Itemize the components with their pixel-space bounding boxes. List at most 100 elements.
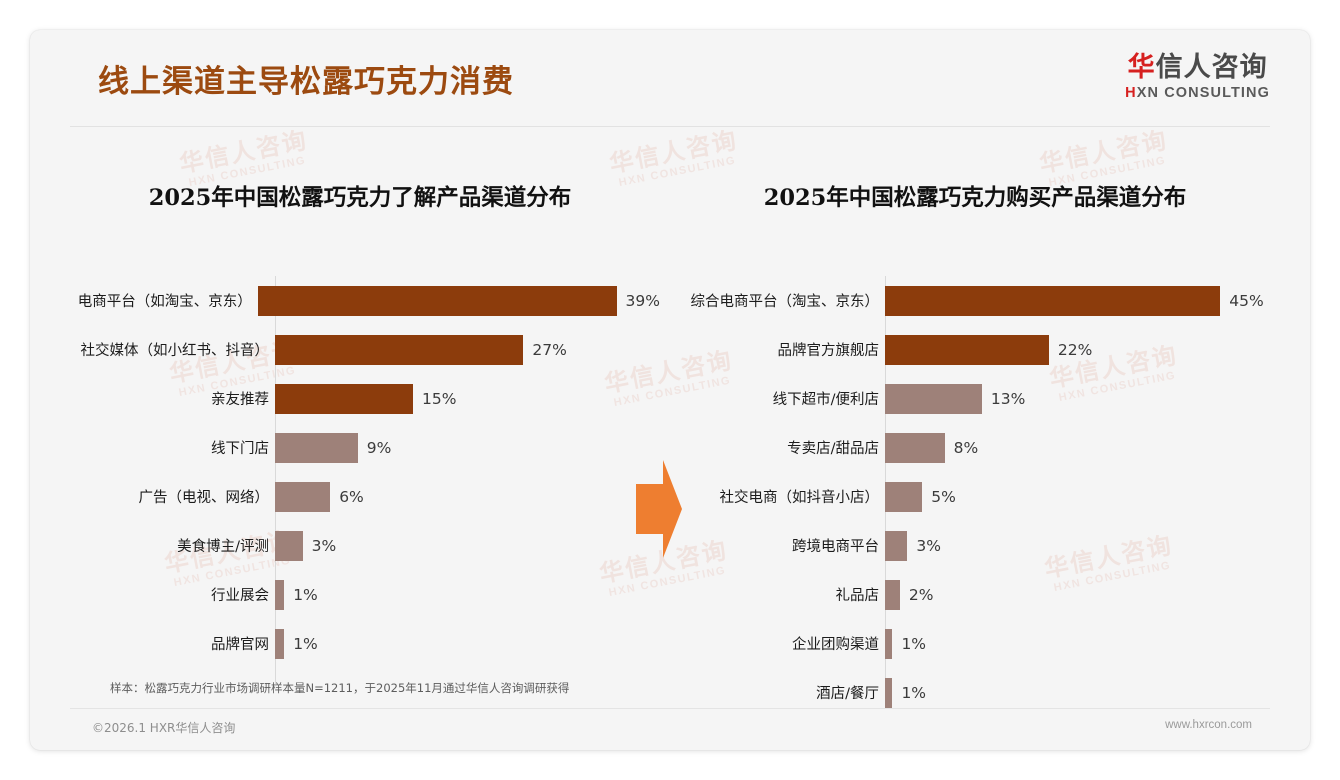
bar	[885, 383, 982, 414]
bar-value-label: 3%	[311, 536, 337, 555]
bar-category-label: 企业团购渠道	[792, 637, 879, 653]
chart-axis-line	[885, 276, 886, 686]
website-link[interactable]: www.hxrcon.com	[1165, 719, 1252, 731]
bar-value-label: 27%	[532, 340, 567, 359]
bar-value-label: 8%	[953, 438, 979, 457]
slide-header: 线上渠道主导松露巧克力消费 华信人咨询 HXN CONSULTING	[30, 30, 1310, 126]
bar-category-label: 品牌官方旗舰店	[777, 343, 880, 359]
page-title: 线上渠道主导松露巧克力消费	[98, 64, 514, 100]
bar-category-label: 线下超市/便利店	[772, 392, 879, 408]
chart-bar-row: 专卖店/甜品店 8%	[670, 423, 1280, 472]
chart-bar-row: 跨境电商平台 3%	[670, 521, 1280, 570]
charts-area: 2025年中国松露巧克力了解产品渠道分布 电商平台（如淘宝、京东） 39% 社交媒体…	[30, 126, 1310, 708]
bar-category-label: 综合电商平台（淘宝、京东）	[690, 294, 880, 310]
bar-category-label: 酒店/餐厅	[816, 686, 879, 702]
bar	[885, 285, 1221, 316]
bar-value-label: 3%	[916, 536, 941, 555]
bar-value-label: 39%	[625, 291, 660, 310]
bar-category-label: 亲友推荐	[211, 392, 269, 408]
chart-bar-row: 企业团购渠道 1%	[670, 619, 1280, 668]
chart-bar-row: 礼品店 2%	[670, 570, 1280, 619]
bar-value-label: 9%	[366, 438, 392, 457]
header-divider	[70, 126, 1270, 127]
bar-value-label: 1%	[293, 585, 318, 604]
bar-track: 8%	[885, 432, 1280, 463]
bar-value-label: 2%	[908, 585, 934, 604]
chart-bar-row: 社交媒体（如小红书、抖音） 27%	[60, 325, 660, 374]
bar-category-label: 社交电商（如抖音小店）	[719, 490, 880, 506]
bar-track: 15%	[275, 383, 660, 414]
bar-track: 3%	[885, 530, 1280, 561]
logo-en-red: H	[1125, 85, 1137, 101]
bar-track: 5%	[885, 481, 1280, 512]
bar-chart-purchase: 综合电商平台（淘宝、京东） 45% 品牌官方旗舰店 22% 线下超市/便利店 13% 专卖店…	[670, 276, 1280, 717]
orange-right-arrow-icon	[636, 460, 682, 558]
logo-en-rest: XN CONSULTING	[1136, 85, 1270, 101]
bar	[885, 628, 893, 659]
chart-bar-row: 广告（电视、网络） 6%	[60, 472, 660, 521]
bar-track: 1%	[275, 628, 660, 659]
bar-value-label: 1%	[901, 683, 927, 702]
chart-bar-row: 线下超市/便利店 13%	[670, 374, 1280, 423]
bar	[257, 285, 617, 316]
bar-track: 27%	[275, 334, 660, 365]
bar	[885, 432, 945, 463]
bar	[885, 530, 908, 561]
company-logo: 华信人咨询 HXN CONSULTING	[1125, 54, 1270, 101]
chart-bar-row: 行业展会 1%	[60, 570, 660, 619]
chart-bar-row: 亲友推荐 15%	[60, 374, 660, 423]
bar-track: 6%	[275, 481, 660, 512]
source-note: 样本：松露巧克力行业市场调研样本量N=1211，于2025年11月通过华信人咨询…	[110, 681, 570, 695]
bar-category-label: 线下门店	[211, 441, 269, 457]
bar-track: 9%	[275, 432, 660, 463]
bar-track: 39%	[257, 285, 660, 316]
logo-chinese: 华信人咨询	[1125, 54, 1270, 81]
bar	[275, 579, 285, 610]
bar-category-label: 电商平台（如淘宝、京东）	[77, 294, 252, 310]
chart-bar-row: 线下门店 9%	[60, 423, 660, 472]
bar-track: 45%	[885, 285, 1280, 316]
bar-value-label: 45%	[1229, 291, 1264, 310]
bar-category-label: 品牌官网	[211, 637, 269, 653]
bar	[275, 432, 358, 463]
bar-category-label: 社交媒体（如小红书、抖音）	[80, 343, 270, 359]
chart-bar-row: 社交电商（如抖音小店） 5%	[670, 472, 1280, 521]
chart-title-awareness: 2025年中国松露巧克力了解产品渠道分布	[148, 185, 572, 211]
bar	[885, 481, 923, 512]
logo-cn-rest: 信人咨询	[1155, 52, 1268, 83]
bar-category-label: 广告（电视、网络）	[138, 490, 270, 506]
bar-chart-awareness: 电商平台（如淘宝、京东） 39% 社交媒体（如小红书、抖音） 27% 亲友推荐 15% 线下…	[60, 276, 660, 686]
bar	[885, 334, 1049, 365]
chart-bar-row: 美食博主/评测 3%	[60, 521, 660, 570]
bar	[275, 530, 303, 561]
chart-bar-row: 品牌官方旗舰店 22%	[670, 325, 1280, 374]
bar	[885, 677, 893, 708]
bar-value-label: 15%	[422, 389, 457, 408]
bar-value-label: 1%	[293, 634, 318, 653]
bar-value-label: 22%	[1057, 340, 1093, 359]
chart-title-purchase: 2025年中国松露巧克力购买产品渠道分布	[763, 185, 1187, 211]
logo-english: HXN CONSULTING	[1125, 86, 1270, 101]
bar-value-label: 1%	[901, 634, 927, 653]
chart-bar-row: 综合电商平台（淘宝、京东） 45%	[670, 276, 1280, 325]
bar	[275, 481, 331, 512]
copyright-text: ©2026.1 HXR华信人咨询	[92, 721, 236, 735]
bar-track: 1%	[275, 579, 660, 610]
bar-category-label: 礼品店	[835, 588, 880, 604]
bar-track: 13%	[885, 383, 1280, 414]
bar	[275, 383, 413, 414]
bar-track: 3%	[275, 530, 660, 561]
bar	[275, 334, 524, 365]
bar-category-label: 美食博主/评测	[177, 539, 269, 555]
slide-canvas: 华信人咨询 HXN CONSULTING 华信人咨询 HXN CONSULTIN…	[30, 30, 1310, 750]
bar-track: 2%	[885, 579, 1280, 610]
bar-category-label: 专卖店/甜品店	[787, 441, 879, 457]
chart-bar-row: 酒店/餐厅 1%	[670, 668, 1280, 717]
footer-divider	[70, 708, 1270, 709]
bar-category-label: 跨境电商平台	[792, 539, 879, 555]
bar-value-label: 5%	[931, 487, 956, 506]
logo-cn-red: 华	[1127, 52, 1156, 83]
bar	[885, 579, 900, 610]
chart-bar-row: 品牌官网 1%	[60, 619, 660, 668]
bar-value-label: 13%	[990, 389, 1026, 408]
